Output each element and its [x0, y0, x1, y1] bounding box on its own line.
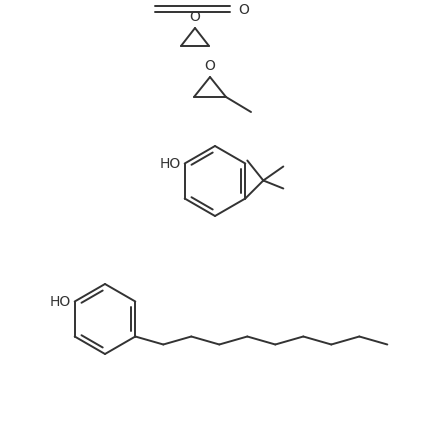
Text: O: O	[238, 3, 249, 17]
Text: O: O	[190, 10, 201, 24]
Text: HO: HO	[49, 295, 71, 309]
Text: O: O	[205, 59, 215, 73]
Text: HO: HO	[160, 157, 180, 171]
